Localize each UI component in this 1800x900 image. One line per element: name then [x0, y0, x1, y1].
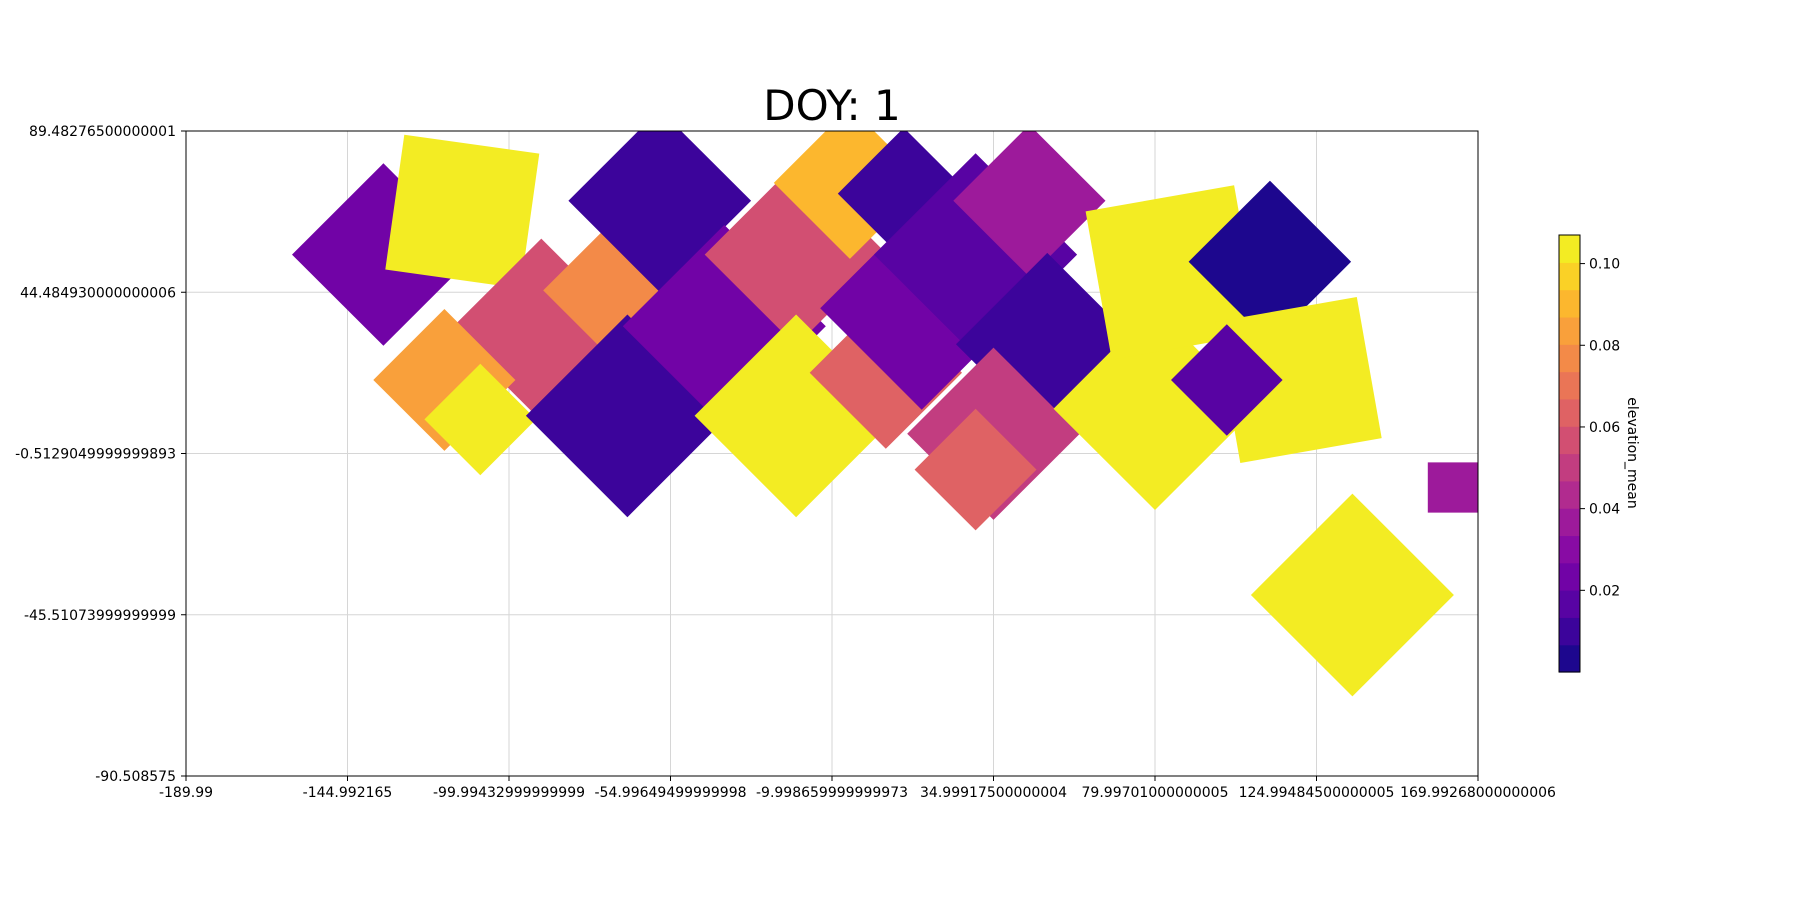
colorbar-segment	[1559, 426, 1580, 455]
y-tick-label: -0.5129049999999893	[15, 447, 176, 463]
x-tick-label: 79.99701000000005	[1082, 785, 1229, 801]
colorbar-segment	[1559, 590, 1580, 618]
data-tile	[1188, 180, 1352, 343]
colorbar-segment	[1559, 480, 1580, 509]
colorbar-segment	[1559, 508, 1580, 537]
data-tile	[1053, 307, 1257, 510]
colorbar-segment	[1559, 644, 1580, 673]
y-tick-label: -45.51073999999999	[24, 608, 176, 624]
colorbar-segment	[1559, 398, 1580, 427]
data-tile	[914, 408, 1037, 531]
x-tick-label: 34.99917500000004	[920, 785, 1067, 801]
chart-title: DOY: 1	[763, 81, 900, 130]
x-tick-label: -99.99432999999999	[433, 785, 585, 801]
colorbar-segment	[1559, 453, 1580, 482]
data-tile	[385, 134, 540, 289]
colorbar-segment	[1559, 262, 1580, 291]
colorbar-segment	[1559, 371, 1580, 400]
x-tick-label: -54.99649499999998	[594, 785, 746, 801]
colorbar: 0.02 0.04 0.06 0.08 0.10	[1558, 234, 1620, 673]
y-axis-ticks: 89.48276500000001 44.484930000000006 -0.51…	[15, 124, 186, 785]
data-tile	[1215, 297, 1382, 463]
x-tick-label: 169.99268000000006	[1400, 785, 1556, 801]
x-tick-label: -9.998659999999973	[756, 785, 908, 801]
colorbar-tick-label: 0.10	[1589, 257, 1620, 273]
data-tile	[953, 131, 1106, 277]
colorbar-segment	[1559, 289, 1580, 318]
colorbar-segment	[1559, 316, 1580, 345]
data-tile	[1250, 493, 1454, 697]
data-tile	[1427, 462, 1478, 513]
data-tile	[568, 131, 752, 292]
colorbar-segment	[1559, 344, 1580, 373]
data-tile	[292, 163, 475, 346]
colorbar-tick-label: 0.02	[1589, 583, 1620, 599]
data-tile	[1085, 185, 1261, 360]
data-tile	[1171, 324, 1283, 436]
x-tick-label: -144.992165	[303, 785, 393, 801]
colorbar-segment	[1559, 617, 1580, 646]
x-tick-label: -189.99	[159, 785, 213, 801]
colorbar-segment	[1559, 535, 1580, 564]
colorbar-segment	[1559, 235, 1580, 263]
colorbar-frame	[1558, 234, 1581, 673]
data-tile	[837, 131, 970, 260]
colorbar-tick-label: 0.04	[1589, 502, 1620, 518]
colorbar-tick-label: 0.06	[1589, 420, 1620, 436]
y-tick-label: 44.484930000000006	[20, 285, 176, 301]
y-tick-label: -90.508575	[95, 769, 176, 785]
y-tick-label: 89.48276500000001	[29, 124, 176, 140]
colorbar-label: elevation_mean	[1624, 397, 1640, 509]
x-axis-ticks: -189.99 -144.992165 -99.99432999999999 -54.…	[159, 776, 1556, 801]
data-tiles	[292, 131, 1478, 697]
data-tile	[424, 363, 537, 476]
colorbar-tick-label: 0.08	[1589, 338, 1620, 354]
colorbar-segment	[1559, 562, 1580, 591]
x-tick-label: 124.99484500000005	[1239, 785, 1395, 801]
